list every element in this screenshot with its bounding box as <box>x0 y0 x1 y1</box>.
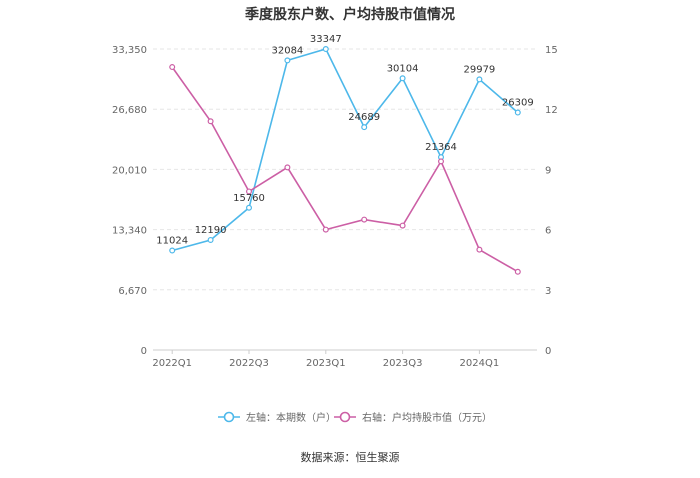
x-tick-label: 2023Q1 <box>306 358 346 369</box>
legend: 左轴：本期数（户） 右轴：户均持股市值（万元） <box>218 411 492 424</box>
left-tick-label: 13,340 <box>112 226 147 237</box>
series-2-point <box>476 246 483 253</box>
data-label: 15760 <box>233 193 265 204</box>
series-2-point <box>169 64 176 71</box>
series-1-point <box>169 247 176 254</box>
series-line-1 <box>171 48 519 252</box>
legend-swatch-marker <box>223 411 235 423</box>
series-2-point <box>514 268 521 275</box>
series-2-point <box>246 188 253 195</box>
x-tick-label: 2024Q1 <box>460 358 500 369</box>
left-tick-label: 33,350 <box>112 45 147 56</box>
right-tick-label: 6 <box>545 226 551 237</box>
x-tick-label: 2022Q3 <box>229 358 269 369</box>
series-1-point <box>322 46 329 53</box>
left-tick-label: 20,010 <box>112 165 147 176</box>
data-label: 30104 <box>387 63 419 74</box>
right-tick-label: 3 <box>545 286 551 297</box>
data-label: 12190 <box>195 225 227 236</box>
left-tick-label: 26,680 <box>112 105 147 116</box>
right-tick-label: 9 <box>545 165 551 176</box>
data-label: 26309 <box>502 98 534 109</box>
grid-layer <box>153 48 537 351</box>
series-layer <box>169 46 521 275</box>
right-tick-label: 15 <box>545 45 558 56</box>
series-1-point <box>399 75 406 82</box>
series-1-point <box>476 76 483 83</box>
data-label: 32084 <box>271 45 303 56</box>
left-tick-label: 0 <box>141 346 147 357</box>
label-layer: 11024 12190 15760 32084 33347 24689 30104 21364… <box>156 34 533 246</box>
series-2-point <box>322 226 329 233</box>
series-2-point <box>399 222 406 229</box>
data-label: 33347 <box>310 34 342 45</box>
series-1-point <box>284 57 291 64</box>
source-note: 数据来源：恒生聚源 <box>301 450 400 464</box>
data-label: 24689 <box>348 112 380 123</box>
data-label: 21364 <box>425 142 457 153</box>
chart-title: 季度股东户数、户均持股市值情况 <box>244 6 455 23</box>
right-tick-label: 0 <box>545 346 551 357</box>
legend-label: 左轴：本期数（户） <box>246 411 336 424</box>
legend-swatch-marker <box>339 411 351 423</box>
series-1-point <box>514 109 521 116</box>
series-line-2 <box>171 66 519 273</box>
series-1-point <box>246 204 253 211</box>
x-tick-label: 2022Q1 <box>152 358 192 369</box>
left-tick-label: 6,670 <box>118 286 147 297</box>
data-label: 11024 <box>156 236 188 247</box>
data-label: 29979 <box>463 64 495 75</box>
series-2-point <box>284 164 291 171</box>
series-2-point <box>438 158 445 165</box>
legend-label: 右轴：户均持股市值（万元） <box>362 411 492 424</box>
right-tick-label: 12 <box>545 105 558 116</box>
x-tick-label: 2023Q3 <box>383 358 423 369</box>
series-1-point <box>361 124 368 131</box>
axis-layer: 0 6,670 13,340 20,010 26,680 33,350 0 3 6 9 12 15 20… <box>112 45 558 369</box>
series-2-point <box>207 118 214 125</box>
series-1-point <box>207 236 214 243</box>
series-2-point <box>361 216 368 223</box>
